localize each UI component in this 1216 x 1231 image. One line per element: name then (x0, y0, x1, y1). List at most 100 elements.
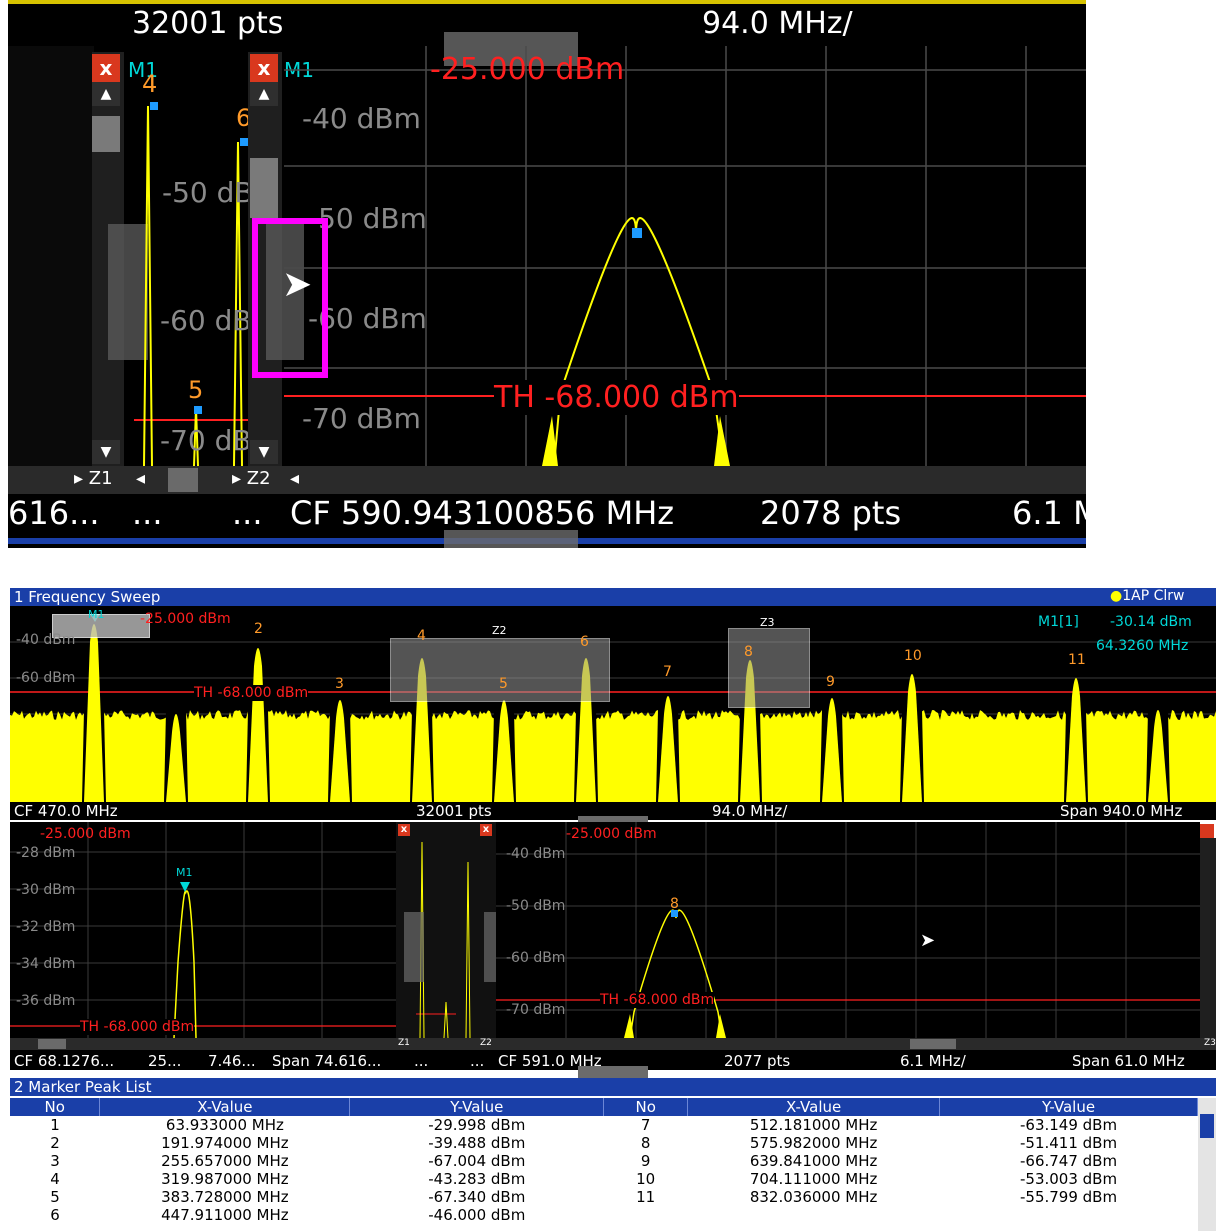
table-row[interactable]: 1 63.933000 MHz -29.998 dBm 7 512.181000… (10, 1116, 1198, 1134)
cell-y: -67.340 dBm (428, 1188, 526, 1206)
win1-zoom-z3-box[interactable] (728, 628, 810, 708)
zoom-b-close-button[interactable] (1200, 824, 1214, 838)
z2-scroll-thumb[interactable] (250, 158, 278, 218)
mid-z1-close-button[interactable]: x (398, 824, 410, 836)
peak-list-scroll-thumb[interactable] (1200, 1114, 1214, 1138)
table-row[interactable]: 3 255.657000 MHz -67.004 dBm 9 639.84100… (10, 1152, 1198, 1170)
win1-threshold: TH -68.000 dBm (194, 685, 309, 701)
win1-titlebar[interactable] (10, 588, 1216, 606)
zoom-b-y-50: -50 dBm (506, 898, 566, 914)
win1-peak-11: 11 (1068, 652, 1086, 668)
win1-status-span: Span 940.0 MHz (1060, 802, 1183, 820)
win1-plot[interactable] (10, 606, 1216, 802)
zoom-splitter-bottom[interactable] (444, 530, 578, 548)
mouse-cursor-small-icon: ➤ (920, 930, 936, 951)
spectrum-peak (1066, 678, 1086, 802)
cell-x: 63.933000 MHz (165, 1116, 284, 1134)
win1-trace-text: 1AP Clrw (1122, 588, 1185, 604)
zoom-b-status-cf: CF 591.0 MHz (498, 1052, 602, 1070)
z2-close-button[interactable]: x (250, 54, 278, 82)
zoom-a-y-30: -30 dBm (16, 882, 76, 898)
cell-no: 3 (50, 1152, 60, 1170)
zoom-mid-status-2: ... (470, 1052, 485, 1070)
zoom-main-plot (284, 46, 1086, 467)
win1-m1-freq: 64.3260 MHz (1096, 638, 1189, 654)
zoom-windows-hscroll[interactable] (10, 1038, 1216, 1050)
z1-close-button[interactable]: x (92, 54, 120, 82)
table-row[interactable]: 6 447.911000 MHz -46.000 dBm (10, 1206, 1198, 1224)
spectrum-peak (84, 624, 104, 802)
win1-status-pts: 32001 pts (416, 802, 492, 820)
zoom-b-vscroll[interactable] (1200, 838, 1216, 1038)
mid-z2-close-button[interactable]: x (480, 824, 492, 836)
spectrum-peak (330, 700, 350, 802)
z1-scroll-down[interactable]: ▼ (92, 440, 120, 464)
win1-m1-label: M1[1] (1038, 614, 1079, 630)
cell-y: -67.004 dBm (428, 1152, 526, 1170)
zoom-a-hscroll-thumb[interactable] (38, 1039, 66, 1049)
z1-scroll-thumb[interactable] (92, 116, 120, 152)
zoom-scroll-left2-icon[interactable]: ◂ (290, 468, 300, 489)
col-x-right[interactable]: X-Value (687, 1098, 941, 1116)
col-y-left[interactable]: Y-Value (349, 1098, 605, 1116)
zoom-a-y-28: -28 dBm (16, 845, 76, 861)
zoom-b-status-span: Span 61.0 MHz (1072, 1052, 1185, 1070)
zoom-scroll-left-icon[interactable]: ◂ (136, 468, 146, 489)
win1-zoom-z2-box[interactable] (390, 638, 610, 702)
col-no-right[interactable]: No (603, 1098, 689, 1116)
win1-peak-8: 8 (744, 644, 753, 660)
zoom-status-left: 616... (8, 494, 100, 532)
z2-zoom-handle[interactable] (266, 224, 304, 360)
z1-label-60: -60 dB (160, 304, 252, 337)
z1-peak-6: 6 (236, 104, 252, 132)
zoom-a-status-pts: 25... (148, 1052, 182, 1070)
win1-y-40: -40 dBm (16, 632, 76, 648)
zoom-a-marker: M1 (176, 866, 193, 879)
z1-peak-5: 5 (188, 376, 204, 404)
hscroll-z3-tag: Z3 (1204, 1038, 1216, 1048)
z1-zoom-handle[interactable] (108, 224, 148, 360)
col-no-left[interactable]: No (10, 1098, 101, 1116)
win1-y-60: -60 dBm (16, 670, 76, 686)
table-row[interactable]: 2 191.974000 MHz -39.488 dBm 8 575.98200… (10, 1134, 1198, 1152)
cell-y: -55.799 dBm (1019, 1188, 1118, 1206)
win1-splitter[interactable] (578, 816, 648, 826)
col-y-right[interactable]: Y-Value (939, 1098, 1198, 1116)
cell-no: 4 (50, 1170, 60, 1188)
table-row[interactable]: 4 319.987000 MHz -43.283 dBm 10 704.1110… (10, 1170, 1198, 1188)
peak-list-header-row: No X-Value Y-Value No X-Value Y-Value (10, 1098, 1198, 1116)
win1-zoom-z1-box[interactable] (52, 614, 150, 638)
win1-z2-tag: Z2 (492, 624, 507, 637)
peak-list-titlebar[interactable] (10, 1078, 1216, 1096)
col-x-left[interactable]: X-Value (99, 1098, 351, 1116)
table-row[interactable]: 5 383.728000 MHz -67.340 dBm 11 832.0360… (10, 1188, 1198, 1206)
win1-peak-3: 3 (335, 676, 344, 692)
cell-no: 9 (640, 1152, 651, 1170)
splitter-handle[interactable] (444, 32, 578, 66)
cell-no: 5 (50, 1188, 60, 1206)
zoom-header-pts: 32001 pts (132, 6, 284, 41)
cell-x: 512.181000 MHz (749, 1116, 878, 1134)
zoom-header-div: 94.0 MHz/ (702, 6, 853, 41)
cell-no: 1 (50, 1116, 60, 1134)
zoom-a-plot[interactable] (10, 822, 396, 1038)
win1-m1-level: -30.14 dBm (1110, 614, 1192, 630)
zoom-a-status-div: 7.46... (208, 1052, 256, 1070)
zoom-mid-status-1: ... (414, 1052, 429, 1070)
z2-scroll-up[interactable]: ▲ (250, 82, 278, 106)
z1-scroll-up[interactable]: ▲ (92, 82, 120, 106)
zoom-b-hscroll-thumb[interactable] (910, 1039, 956, 1049)
spectrum-peak (658, 696, 678, 802)
zoom-threshold: TH -68.000 dBm (494, 380, 739, 415)
zoom-hscroll-thumb[interactable] (168, 468, 198, 492)
spectrum-peak (494, 700, 514, 802)
win1-peak-5: 5 (499, 676, 508, 692)
win1-status (10, 802, 1216, 820)
z2-scroll-down[interactable]: ▼ (250, 440, 278, 464)
win1-peak-6: 6 (580, 634, 589, 650)
mid-z1-handle[interactable] (404, 912, 424, 982)
cell-y: -46.000 dBm (428, 1206, 526, 1224)
cell-y: -66.747 dBm (1019, 1152, 1118, 1170)
cell-y: -39.488 dBm (428, 1134, 526, 1152)
zoom-a-status-span: Span 74.616... (272, 1052, 382, 1070)
